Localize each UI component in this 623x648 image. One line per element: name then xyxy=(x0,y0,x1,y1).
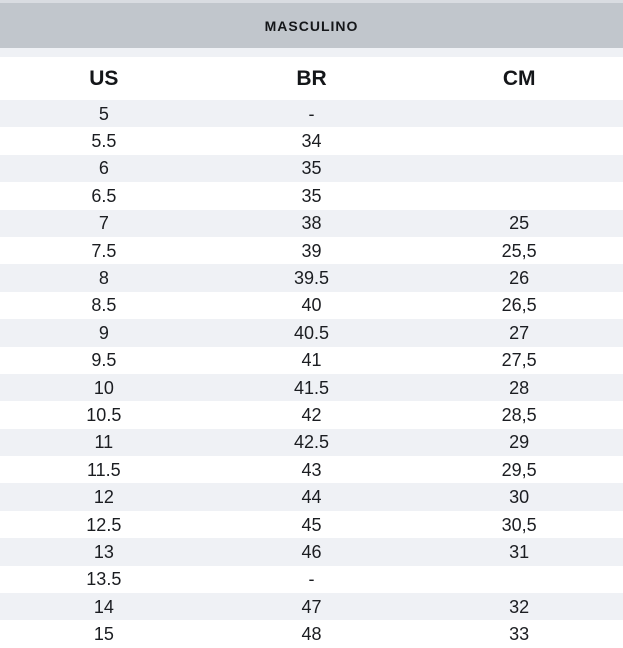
cell-us: 9.5 xyxy=(91,350,117,371)
cell-cm: 25 xyxy=(509,213,530,234)
cell-us: 11.5 xyxy=(86,459,121,480)
cell-br: 48 xyxy=(301,624,322,645)
cell-us: 13.5 xyxy=(86,569,122,590)
table-row: 9 40.5 27 xyxy=(0,319,623,347)
cell-cm: 29 xyxy=(509,432,530,453)
cell-br: 35 xyxy=(301,185,322,206)
cell-us: 11 xyxy=(94,432,114,453)
cell-br: 39.5 xyxy=(293,268,329,289)
cell-cm xyxy=(415,182,623,209)
cell-cm xyxy=(415,100,623,127)
cell-br: 40.5 xyxy=(293,322,329,343)
cell-br: 34 xyxy=(301,131,322,152)
cell-br: 47 xyxy=(301,596,322,617)
cell-br: 39 xyxy=(301,240,322,261)
size-table-head: US BR CM xyxy=(0,57,623,100)
cell-us: 5 xyxy=(98,103,109,124)
table-row: 7 38 25 xyxy=(0,209,623,237)
table-row: 11 42.5 29 xyxy=(0,428,623,457)
cell-us: 7.5 xyxy=(91,240,117,261)
size-table-body: 5-5.5 34 6 35 6.5 35 7 38 25 7.5 39 25,5 8 39.5 26 8.5 4… xyxy=(0,100,623,648)
cell-us: 15 xyxy=(93,624,114,645)
cell-us: 13 xyxy=(93,541,114,562)
cell-br: 45 xyxy=(301,514,322,535)
table-row: 10.5 42 28,5 xyxy=(0,401,623,429)
cell-br: 42 xyxy=(301,404,322,425)
cell-cm xyxy=(415,566,623,593)
cell-cm: 27,5 xyxy=(501,350,537,371)
cell-cm: 31 xyxy=(509,541,530,562)
cell-cm: 25,5 xyxy=(501,240,537,261)
table-row: 6.5 35 xyxy=(0,182,623,210)
cell-br: 41 xyxy=(301,350,322,371)
table-row: 8.5 40 26,5 xyxy=(0,291,623,320)
table-row: 10 41.5 28 xyxy=(0,373,623,402)
table-row: 12 44 30 xyxy=(0,483,623,511)
size-table: US BR CM 5-5.5 34 6 35 6.5 35 7 38 25 7.5 39 25,5 8 3… xyxy=(0,57,623,648)
cell-us: 14 xyxy=(93,596,114,617)
cell-cm: 26,5 xyxy=(501,295,537,316)
table-row: 8 39.5 26 xyxy=(0,264,623,292)
table-row: 9.5 41 27,5 xyxy=(0,346,623,374)
table-row: 15 48 33 xyxy=(0,620,623,648)
cell-cm: 30,5 xyxy=(501,514,537,535)
table-row: 7.5 39 25,5 xyxy=(0,236,623,265)
cell-cm: 30 xyxy=(509,487,530,508)
cell-us: 12 xyxy=(93,487,114,508)
cell-br: - xyxy=(308,569,315,590)
top-strip xyxy=(0,0,623,3)
cell-br: 38 xyxy=(301,213,322,234)
cell-us: 10.5 xyxy=(86,404,122,425)
cell-cm: 26 xyxy=(509,268,530,289)
table-row: 6 35 xyxy=(0,154,623,183)
gender-header: MASCULINO xyxy=(0,3,623,48)
cell-us: 9 xyxy=(98,322,109,343)
table-row: 13.5 - xyxy=(0,565,623,594)
cell-cm: 27 xyxy=(509,322,530,343)
cell-br: 35 xyxy=(301,158,322,179)
cell-us: 10 xyxy=(93,377,114,398)
cell-cm: 28 xyxy=(509,377,530,398)
cell-br: - xyxy=(308,103,315,124)
column-header-us: US xyxy=(0,57,208,100)
table-row: 14 47 32 xyxy=(0,593,623,621)
cell-cm: 28,5 xyxy=(501,404,537,425)
table-row: 5- xyxy=(0,100,623,128)
cell-br: 42.5 xyxy=(293,432,329,453)
cell-cm: 29,5 xyxy=(501,459,537,480)
table-row: 5.5 34 xyxy=(0,127,623,155)
cell-us: 8.5 xyxy=(91,295,117,316)
cell-us: 7 xyxy=(98,213,109,234)
cell-br: 41.5 xyxy=(293,377,329,398)
cell-br: 46 xyxy=(301,541,322,562)
column-header-row: US BR CM xyxy=(0,57,623,100)
table-row: 13 46 31 xyxy=(0,538,623,566)
cell-br: 40 xyxy=(301,295,322,316)
cell-us: 6 xyxy=(98,158,109,179)
gender-header-title: MASCULINO xyxy=(264,17,359,34)
cell-cm xyxy=(415,127,623,154)
cell-cm xyxy=(415,155,623,182)
cell-cm: 33 xyxy=(509,624,530,645)
cell-us: 6.5 xyxy=(91,185,117,206)
table-row: 11.5 43 29,5 xyxy=(0,456,623,484)
cell-us: 5.5 xyxy=(91,131,117,152)
column-header-br: BR xyxy=(207,57,416,100)
cell-cm: 32 xyxy=(509,596,530,617)
column-header-cm: CM xyxy=(415,57,623,100)
cell-br: 43 xyxy=(301,459,322,480)
cell-us: 12.5 xyxy=(86,514,122,535)
cell-br: 44 xyxy=(301,487,322,508)
table-row: 12.5 45 30,5 xyxy=(0,510,623,539)
header-gap xyxy=(0,48,623,57)
cell-us: 8 xyxy=(98,268,109,289)
